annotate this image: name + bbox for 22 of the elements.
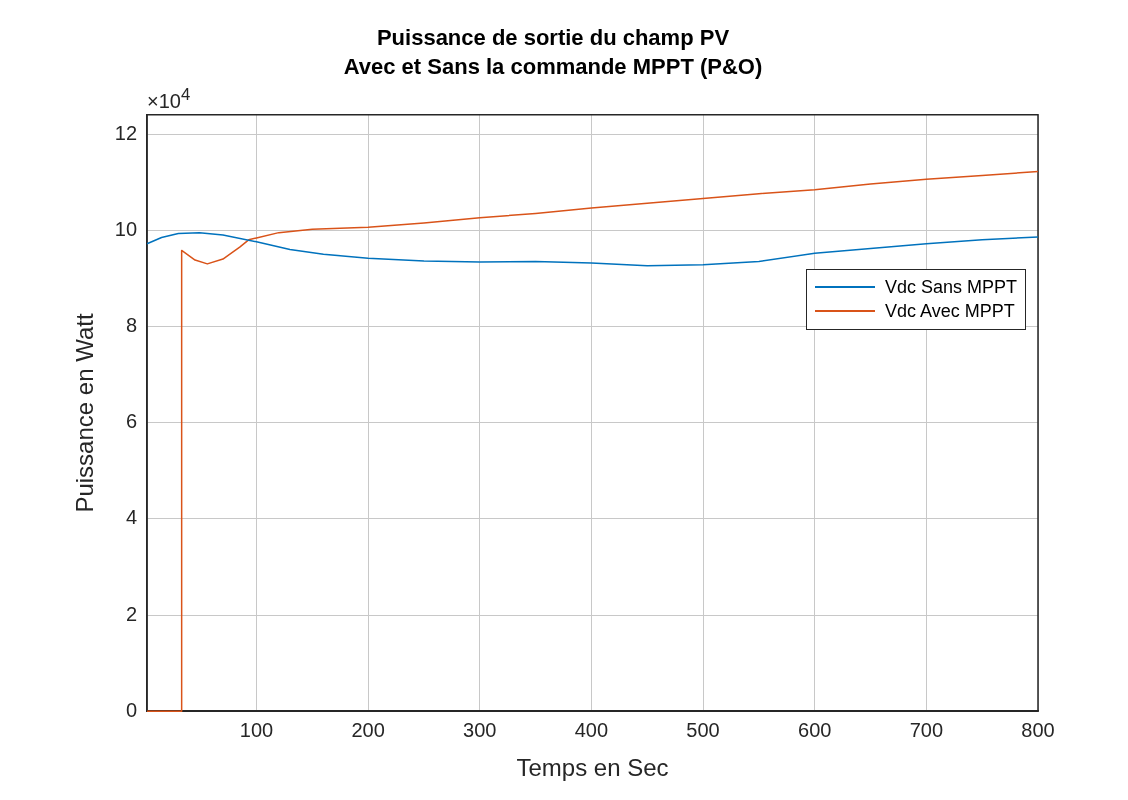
y-tick-label: 12: [114, 121, 138, 144]
text: ×10$^{4}$: [147, 84, 191, 113]
x-tick-label: 600: [798, 718, 832, 741]
y-tick-label: 4: [125, 506, 138, 529]
legend-label: Vdc Avec MPPT: [884, 300, 1015, 322]
x-tick-label: 300: [463, 718, 497, 741]
x-tick-label: 700: [909, 718, 944, 741]
x-tick-label: 100: [239, 718, 274, 741]
y-tick-label: 10: [114, 217, 138, 240]
y-tick-label: 8: [125, 313, 138, 336]
x-axis-title: Temps en Sec: [516, 754, 669, 782]
y-tick-label: 6: [125, 410, 138, 433]
x-tick-label: 500: [686, 718, 720, 741]
chart-subtitle: Avec et Sans la commande MPPT (P&O): [343, 53, 763, 79]
y-tick-label: 0: [125, 698, 138, 721]
x-tick-label: 400: [574, 718, 609, 741]
chart-title: Puissance de sortie du champ PV: [376, 25, 730, 51]
y-tick-label: 2: [125, 602, 138, 625]
x-tick-label: 800: [1021, 718, 1055, 741]
x-tick-label: 200: [351, 718, 385, 741]
y-axis-title: Puissance en Watt: [71, 313, 99, 513]
legend-label: Vdc Sans MPPT: [884, 276, 1017, 298]
